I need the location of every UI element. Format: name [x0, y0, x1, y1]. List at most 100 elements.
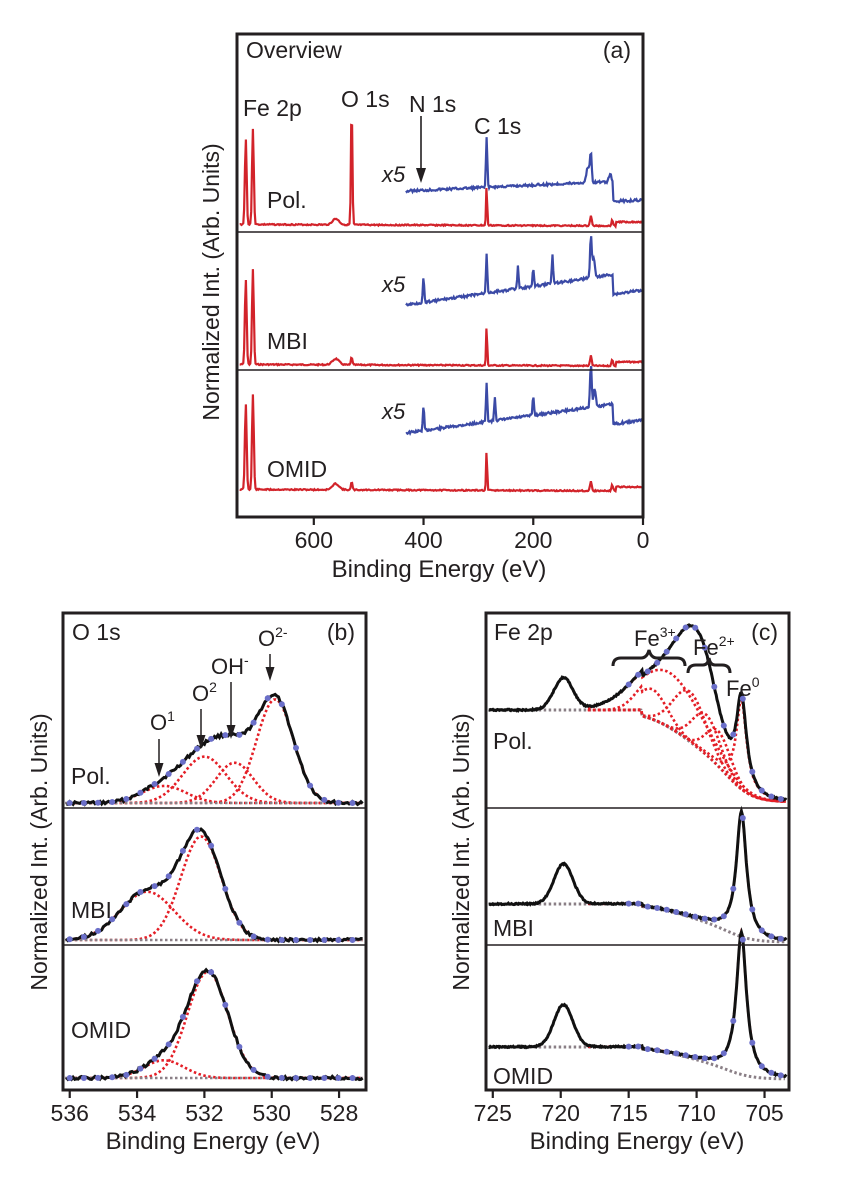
fit-point-pol — [222, 732, 229, 739]
fit-point-pol — [137, 789, 144, 796]
fit-point-pol — [123, 796, 130, 802]
fit-point-omid — [768, 1069, 775, 1076]
fit-point-pol — [194, 745, 200, 752]
panel-a-label: (a) — [603, 37, 631, 63]
panel-b-title: O 1s — [72, 619, 121, 645]
fit-point-mbi — [151, 883, 158, 890]
fit-point-mbi — [250, 933, 257, 940]
fit-point-omid — [66, 1075, 73, 1081]
svg-text:Fe2+: Fe2+ — [693, 633, 735, 660]
sample-label-omid: OMID — [71, 1017, 131, 1043]
fit-point-pol — [66, 800, 73, 806]
panel-a-overview: 600 400 200 0 Overview (a) Binding Energy (… — [198, 32, 649, 583]
species-label-fe0: Fe0 — [726, 674, 760, 701]
panel-c-series-group — [488, 623, 788, 1081]
fit-point-mbi — [307, 937, 314, 943]
fit-point-mbi — [194, 826, 200, 833]
species-label-fe2plus: Fe2+ — [686, 633, 735, 674]
sample-label-pol: Pol. — [71, 763, 111, 789]
fit-point-pol — [278, 701, 285, 708]
svg-text:O1: O1 — [150, 708, 175, 735]
background-omid — [488, 1045, 785, 1081]
fit-point-mbi — [165, 873, 172, 880]
fit-point-mbi — [768, 933, 775, 940]
panel-c-frame — [484, 611, 791, 1092]
series-mbi-survey — [239, 269, 643, 368]
fit-point-pol — [635, 671, 642, 678]
fit-point-pol — [720, 722, 727, 729]
fit-point-pol — [644, 668, 651, 675]
fit-point-omid — [739, 936, 746, 943]
fit-point-omid — [137, 1065, 144, 1072]
svg-text:Fe3+: Fe3+ — [634, 624, 676, 651]
fit-point-pol — [768, 793, 775, 800]
fit-point-mbi — [66, 936, 73, 943]
panel-b-x-tick-label: 530 — [253, 1100, 291, 1126]
panel-c-x-tick-label: 720 — [542, 1100, 580, 1126]
data-pol — [488, 623, 788, 802]
panel-b-frame — [61, 611, 368, 1092]
panel-c-title: Fe 2p — [494, 619, 553, 645]
fit-point-omid — [692, 1054, 699, 1060]
fit-point-mbi — [80, 933, 87, 940]
fit-point-mbi — [321, 937, 328, 943]
panel-b-ylabel: Normalized Int. (Arb. Units) — [26, 713, 52, 990]
fit-point-mbi — [635, 900, 642, 907]
fit-point-omid — [682, 1052, 689, 1059]
fit-point-omid — [625, 1043, 632, 1050]
fit-point-pol — [625, 681, 632, 688]
fit-point-pol — [250, 719, 257, 726]
data-pol — [66, 692, 364, 807]
panel-c-x-ticks: 725 720 715 710 705 — [474, 1090, 784, 1126]
fit-point-omid — [349, 1075, 356, 1081]
fit-point-omid — [194, 978, 200, 985]
fit-point-omid — [179, 1013, 186, 1020]
peak-label-n1s: N 1s — [409, 91, 456, 117]
panel-b-xlabel: Binding Energy (eV) — [106, 1128, 321, 1155]
panel-c-xlabel: Binding Energy (eV) — [530, 1128, 745, 1155]
fit-point-pol — [179, 758, 186, 765]
scale-label-x5: x5 — [381, 162, 406, 187]
fit-point-omid — [264, 1073, 271, 1080]
fit-point-omid — [635, 1043, 642, 1050]
svg-text:O2-: O2- — [258, 624, 288, 651]
panel-a-x-tick-label: 600 — [295, 527, 333, 553]
peak-label-o1s: O 1s — [341, 86, 390, 112]
panel-b-x-tick-label: 534 — [118, 1100, 157, 1126]
fit-point-omid — [701, 1055, 708, 1062]
fit-point-omid — [151, 1055, 158, 1062]
fit-point-mbi — [179, 847, 186, 854]
fit-point-omid — [165, 1041, 172, 1048]
fit-point-omid — [720, 1050, 727, 1057]
component-label-o2minus: O2- — [258, 624, 288, 681]
fit-point-pol — [95, 799, 101, 806]
series-omid-x5 — [405, 366, 644, 437]
fit-point-mbi — [777, 935, 784, 942]
fit-point-mbi — [730, 885, 737, 892]
fit-point-mbi — [625, 900, 632, 907]
fit-point-pol — [749, 768, 756, 775]
fit-point-mbi — [293, 937, 299, 943]
series-pol-x5 — [405, 137, 644, 205]
fit-point-mbi — [644, 903, 651, 910]
fit-point-omid — [673, 1050, 680, 1057]
panel-c-label: (c) — [751, 619, 778, 645]
fit-point-pol — [307, 782, 314, 789]
panel-a-xlabel: Binding Energy (eV) — [332, 556, 547, 583]
panel-a-title: Overview — [246, 37, 342, 63]
fit-component-pol — [587, 708, 786, 803]
panel-a-x-tick-label: 400 — [404, 527, 442, 553]
peak-label-c1s: C 1s — [474, 113, 521, 139]
fit-point-mbi — [749, 906, 756, 913]
fit-point-omid — [109, 1074, 116, 1081]
panel-b-series-group — [65, 692, 364, 1082]
fit-point-pol — [777, 796, 784, 802]
panel-b-x-tick-label: 532 — [185, 1100, 223, 1126]
fit-point-mbi — [758, 927, 765, 934]
fit-point-mbi — [278, 937, 285, 943]
fit-point-pol — [236, 731, 243, 738]
fit-point-mbi — [739, 815, 746, 821]
series-omid-survey — [239, 394, 644, 494]
sample-label-omid: OMID — [267, 456, 327, 482]
series-pol-survey — [239, 123, 644, 230]
